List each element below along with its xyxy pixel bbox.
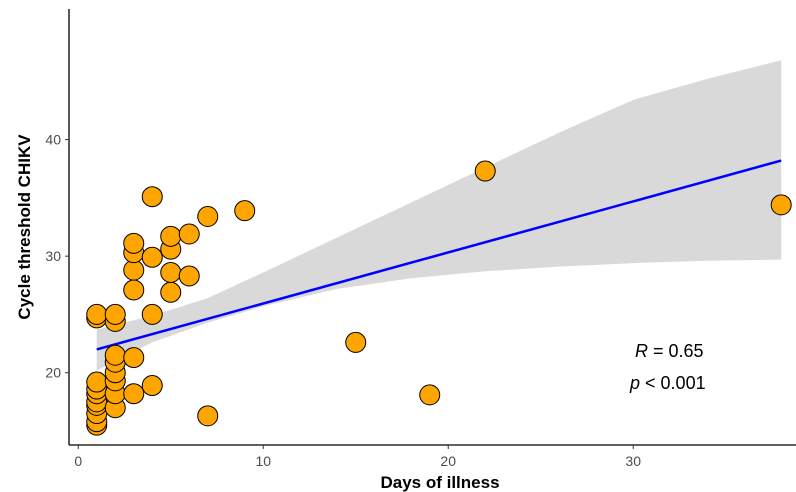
data-point bbox=[178, 265, 200, 287]
x-tick-label: 0 bbox=[74, 453, 82, 469]
data-point bbox=[123, 232, 145, 254]
data-point bbox=[160, 261, 182, 283]
data-point bbox=[474, 160, 496, 182]
confidence-band bbox=[96, 60, 782, 371]
data-point bbox=[178, 223, 200, 245]
data-point bbox=[123, 347, 145, 369]
p-value-annotation: p < 0.001 bbox=[629, 373, 706, 393]
data-point bbox=[234, 200, 256, 222]
data-point bbox=[86, 371, 108, 393]
y-tick-label: 40 bbox=[45, 132, 61, 148]
data-point bbox=[197, 405, 219, 427]
x-tick-label: 10 bbox=[255, 453, 271, 469]
x-tick-label: 20 bbox=[440, 453, 456, 469]
regression-fit-line bbox=[96, 159, 782, 351]
x-axis-ticks: 0 10 20 30 bbox=[74, 445, 641, 469]
data-point bbox=[160, 225, 182, 247]
data-point bbox=[123, 383, 145, 405]
x-tick-label: 30 bbox=[625, 453, 641, 469]
y-tick-label: 30 bbox=[45, 248, 61, 264]
data-point bbox=[104, 303, 126, 325]
data-point bbox=[141, 375, 163, 397]
data-point bbox=[160, 281, 182, 303]
data-point bbox=[123, 279, 145, 301]
regression-line bbox=[96, 159, 782, 351]
data-point bbox=[770, 194, 792, 216]
confidence-band-area bbox=[96, 60, 782, 371]
x-axis-title: Days of illness bbox=[380, 473, 499, 492]
data-point bbox=[141, 246, 163, 268]
data-point bbox=[345, 331, 367, 353]
data-point bbox=[141, 303, 163, 325]
data-point bbox=[104, 344, 126, 366]
y-tick-label: 20 bbox=[45, 365, 61, 381]
correlation-annotation: R = 0.65 bbox=[635, 341, 704, 361]
data-point bbox=[419, 384, 441, 406]
data-points bbox=[86, 160, 792, 436]
y-axis-title: Cycle threshold CHIKV bbox=[15, 134, 34, 320]
data-point bbox=[197, 206, 219, 228]
data-point bbox=[141, 186, 163, 208]
data-point bbox=[86, 303, 108, 325]
y-axis-ticks: 20 30 40 bbox=[45, 132, 69, 381]
